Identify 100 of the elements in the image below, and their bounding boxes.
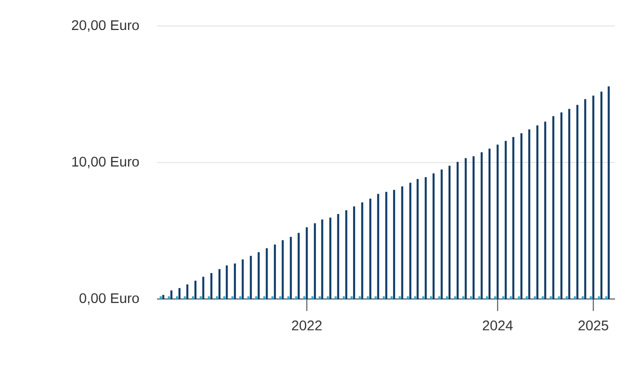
bar: [337, 214, 340, 299]
bar: [454, 296, 456, 299]
bar: [608, 86, 610, 299]
bar: [544, 122, 546, 299]
bar: [605, 296, 608, 299]
bar: [311, 296, 314, 299]
bar: [168, 296, 170, 299]
bar: [298, 232, 300, 299]
bar: [202, 276, 204, 299]
bar: [255, 296, 258, 299]
bar: [496, 144, 499, 299]
bar: [456, 162, 459, 299]
bar: [274, 244, 276, 299]
bar: [353, 206, 356, 299]
bar: [518, 296, 520, 299]
bar: [398, 296, 401, 299]
bar: [480, 152, 483, 299]
y-tick-label: 20,00 Euro: [72, 20, 139, 32]
bar: [560, 112, 562, 299]
bar: [528, 129, 530, 299]
bar: [242, 259, 244, 299]
bar: [306, 227, 308, 299]
bar: [502, 296, 504, 299]
bar: [287, 296, 290, 299]
bar: [422, 296, 424, 299]
bar: [282, 240, 284, 299]
bar: [488, 148, 491, 299]
bar: [218, 269, 220, 299]
bar: [295, 296, 298, 299]
bar: [200, 296, 202, 299]
bar: [550, 296, 552, 299]
bar: [258, 252, 260, 299]
bar: [382, 296, 385, 299]
bar: [239, 296, 242, 299]
bar: [361, 202, 364, 299]
bar: [510, 296, 512, 299]
bar: [534, 296, 536, 299]
bar: [342, 296, 345, 299]
bar: [536, 125, 538, 299]
bar: [432, 173, 435, 299]
bar: [271, 296, 274, 299]
bar: [438, 296, 440, 299]
bar: [478, 296, 480, 299]
bar: [160, 296, 162, 299]
bar: [566, 296, 568, 299]
bar: [326, 296, 329, 299]
bar: [303, 296, 306, 299]
bar: [584, 99, 586, 299]
bar: [290, 236, 292, 299]
bar: [568, 108, 570, 299]
bar: [170, 290, 172, 299]
bar: [266, 248, 268, 299]
bar: [542, 296, 544, 299]
bar: [558, 296, 560, 299]
bar: [210, 273, 212, 299]
y-tick-label: 10,00 Euro: [72, 156, 139, 168]
bar: [598, 296, 600, 299]
bar: [472, 156, 475, 299]
bar: [226, 265, 228, 299]
bar: [247, 296, 250, 299]
bar: [162, 294, 164, 299]
bar: [416, 179, 419, 299]
bar: [345, 210, 348, 299]
bar: [334, 296, 337, 299]
bar: [385, 192, 388, 299]
bar: [329, 218, 332, 299]
bar: [231, 296, 234, 299]
bar: [582, 296, 584, 299]
bar: [321, 220, 324, 299]
bar: [234, 264, 236, 299]
bar: [504, 140, 507, 299]
bar: [409, 182, 412, 299]
bar: [350, 296, 353, 299]
bar: [590, 296, 592, 299]
bar: [574, 296, 576, 299]
bar: [194, 280, 196, 299]
bar: [430, 296, 432, 299]
bar: [263, 296, 266, 299]
bar: [576, 104, 578, 299]
bar: [446, 296, 448, 299]
bar: [318, 296, 321, 299]
bar: [448, 166, 451, 299]
bar: [552, 116, 554, 299]
bar: [592, 96, 594, 299]
bar: [390, 296, 393, 299]
bar: [208, 296, 210, 299]
x-tick-label: 2022: [292, 320, 322, 330]
bar: [192, 296, 194, 299]
x-tick-label: 2025: [578, 320, 608, 330]
bar: [314, 223, 316, 299]
y-tick-label: 0,00 Euro: [80, 293, 139, 305]
bar: [600, 92, 602, 299]
bar: [440, 169, 443, 299]
bar: [176, 296, 178, 299]
bar: [526, 296, 528, 299]
bar: [470, 296, 472, 299]
bar: [186, 284, 188, 299]
bar: [494, 296, 496, 299]
bar: [424, 177, 427, 299]
bar: [512, 136, 514, 299]
